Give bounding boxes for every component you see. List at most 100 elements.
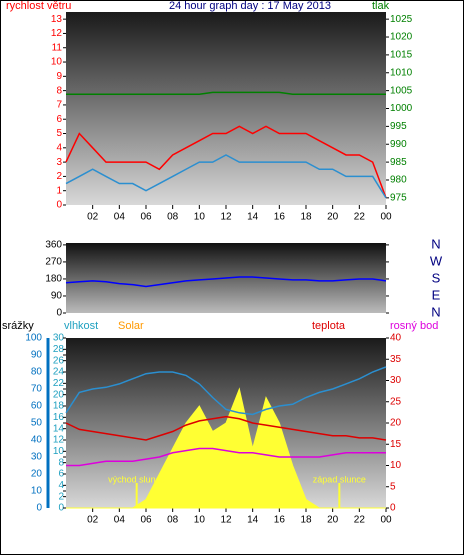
y3-tick-label: 22 (53, 378, 65, 389)
y3-tick-label: 10 (53, 446, 65, 457)
y3-tick-label: 6 (58, 469, 64, 480)
y-tick-label: 0 (36, 503, 42, 514)
y2-tick-label: 1005 (390, 85, 413, 96)
y2-tick-label: 975 (390, 192, 407, 203)
x-tick-label: 20 (327, 515, 339, 526)
y-tick-label: 30 (31, 452, 43, 463)
y2-tick-label: 1020 (390, 32, 413, 43)
y-tick-label: 4 (56, 142, 62, 153)
line (65, 415, 387, 441)
y3-tick-label: 30 (53, 333, 65, 344)
legend-label: teplota (312, 320, 346, 332)
line (65, 125, 387, 199)
x-tick-label: 22 (354, 515, 366, 526)
y-axis-label: rychlost větru (6, 0, 71, 12)
x-tick-label: 10 (194, 212, 206, 223)
y-tick-label: 360 (45, 240, 62, 251)
y2-tick-label: 25 (390, 396, 402, 407)
y3-tick-label: 24 (53, 367, 65, 378)
legend-label: vlhkost (64, 320, 98, 332)
x-tick-label: 18 (300, 515, 312, 526)
y3-tick-label: 14 (53, 423, 65, 434)
line (66, 447, 386, 467)
x-tick-label: 14 (247, 212, 259, 223)
y2-tick-label: 40 (390, 333, 402, 344)
y3-tick-label: 12 (53, 435, 65, 446)
y2-tick-label: 5 (390, 481, 396, 492)
plot-area (66, 12, 386, 205)
y2-tick-label: 15 (390, 439, 402, 450)
x-tick-label: 02 (87, 212, 99, 223)
line (66, 91, 386, 95)
y-tick-label: 180 (45, 274, 62, 285)
y-axis-label: srážky (2, 320, 34, 332)
y2-tick-label: 995 (390, 121, 407, 132)
y2-tick-label: 1010 (390, 67, 413, 78)
y-tick-label: 3 (56, 157, 62, 168)
legend-label: rosný bod (390, 320, 438, 332)
y2-tick-label: 990 (390, 139, 407, 150)
x-tick-label: 06 (140, 515, 152, 526)
x-tick-label: 12 (220, 212, 232, 223)
y-tick-label: 7 (56, 100, 62, 111)
y-tick-label: 12 (51, 28, 63, 39)
line (65, 276, 387, 288)
y3-tick-label: 0 (58, 503, 64, 514)
annotation: východ slunce (108, 474, 165, 484)
y2-tick-label: 1025 (390, 14, 413, 25)
area (66, 387, 386, 509)
x-tick-label: 18 (300, 212, 312, 223)
annotation: západ slunce (313, 474, 366, 484)
x-tick-label: 22 (354, 212, 366, 223)
x-tick-label: 06 (140, 212, 152, 223)
y-tick-label: 10 (51, 57, 63, 68)
y2-tick-label: 985 (390, 157, 407, 168)
y-tick-label: 10 (31, 486, 43, 497)
y-tick-label: 9 (56, 71, 62, 82)
y-tick-label: 80 (31, 367, 43, 378)
x-tick-label: 16 (274, 515, 286, 526)
y-tick-label: 60 (31, 401, 43, 412)
x-tick-label: 08 (167, 212, 179, 223)
y3-tick-label: 26 (53, 355, 65, 366)
y2-tick-label: 20 (390, 418, 402, 429)
y2-tick-label: 30 (390, 375, 402, 386)
y2-tick-label: 10 (390, 460, 402, 471)
x-tick-label: 00 (380, 212, 392, 223)
line (65, 366, 387, 416)
x-tick-label: 16 (274, 212, 286, 223)
y-tick-label: 100 (25, 333, 42, 344)
y-tick-label: 11 (52, 42, 63, 53)
y3-tick-label: 18 (53, 401, 65, 412)
y2-tick-label: 1000 (390, 103, 413, 114)
line (65, 154, 387, 199)
y2-axis-label: tlak (372, 0, 390, 12)
y3-tick-label: 2 (58, 491, 64, 502)
y2-tick-label: N (431, 304, 440, 319)
y-tick-label: 0 (56, 308, 62, 319)
y2-tick-label: S (432, 270, 441, 285)
y2-tick-label: N (431, 236, 440, 251)
y2-tick-label: E (432, 287, 441, 302)
y2-tick-label: 0 (390, 503, 396, 514)
y-tick-label: 20 (31, 469, 43, 480)
y-tick-label: 70 (31, 384, 43, 395)
x-tick-label: 20 (327, 212, 339, 223)
legend-label: Solar (118, 320, 144, 332)
y3-tick-label: 16 (53, 412, 65, 423)
y3-tick-label: 8 (58, 457, 64, 468)
y-tick-label: 2 (56, 171, 62, 182)
x-tick-label: 14 (247, 515, 259, 526)
y2-tick-label: W (430, 253, 443, 268)
y-tick-label: 0 (56, 200, 62, 211)
chart-title: 24 hour graph day : 17 May 2013 (169, 0, 331, 12)
y-tick-label: 50 (31, 418, 43, 429)
x-tick-label: 10 (194, 515, 206, 526)
y3-tick-label: 20 (53, 389, 65, 400)
y-tick-label: 8 (56, 85, 62, 96)
y-tick-label: 6 (56, 114, 62, 125)
y2-tick-label: 980 (390, 175, 407, 186)
x-tick-label: 00 (380, 515, 392, 526)
x-tick-label: 12 (220, 515, 232, 526)
